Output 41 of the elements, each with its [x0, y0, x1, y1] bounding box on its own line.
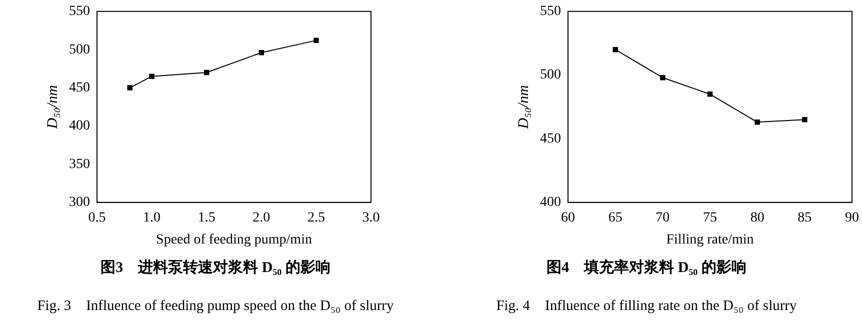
x-tick-label: 3.0 — [362, 210, 380, 226]
point — [204, 70, 210, 76]
x-tick-label: 75 — [703, 210, 717, 226]
y-tick-label: 300 — [69, 195, 90, 210]
x-tick-label: 70 — [656, 210, 670, 226]
point — [314, 38, 319, 44]
x-tick-label: 65 — [608, 210, 622, 226]
point — [802, 117, 808, 122]
y-tick-label: 550 — [69, 4, 90, 20]
y-tick-label: 400 — [69, 118, 90, 134]
y-tick-label: 400 — [540, 195, 561, 210]
x-tick-label: 1.5 — [198, 210, 216, 226]
y-tick-label: 550 — [540, 4, 561, 20]
x-tick-label: 85 — [798, 210, 812, 226]
x-tick-label: 1.0 — [143, 210, 161, 226]
y-tick-label: 500 — [540, 68, 561, 83]
y-tick-label: 500 — [69, 42, 90, 58]
point — [258, 50, 264, 56]
x-tick-label: 90 — [845, 210, 859, 226]
x-axis-title: Speed of feeding pump/min — [156, 232, 312, 248]
text: Fig. 4 Influence of filling rate on the D₅₀ of slurry — [495, 297, 798, 315]
x-tick-label: 60 — [561, 210, 575, 226]
point — [707, 92, 713, 97]
point — [612, 46, 618, 52]
text: 图4 填充率对浆料 D₅₀ 的影响 — [546, 258, 748, 277]
x-tick-label: 2.0 — [252, 210, 270, 226]
text: Fig. 3 Influence of feeding pump speed on the D₅₀ of slurry — [36, 297, 395, 315]
y-axis-title: D₅₀/nm — [44, 84, 61, 130]
point — [127, 85, 132, 90]
y-tick-label: 450 — [69, 80, 90, 96]
y-tick-label: 350 — [69, 156, 90, 172]
text: 图3 进料泵转速对浆料 D₅₀ 的影响 — [100, 258, 332, 277]
x-axis-title: Filling rate/min — [666, 232, 754, 248]
y-tick-label: 450 — [540, 131, 561, 146]
x-tick-label: 0.5 — [88, 210, 106, 226]
point — [660, 74, 666, 80]
y-axis-title: D₅₀/nm — [516, 84, 532, 130]
point — [149, 74, 154, 79]
x-tick-label: 80 — [750, 210, 764, 226]
point — [754, 120, 760, 125]
x-tick-label: 2.5 — [307, 210, 325, 226]
